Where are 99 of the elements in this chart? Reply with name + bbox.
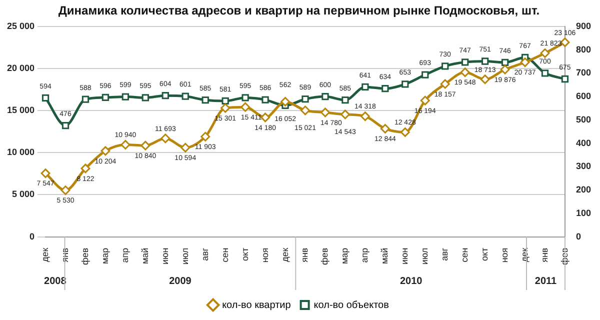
chart-title: Динамика количества адресов и квартир на первичном рынке Подмосковья, шт.	[58, 4, 540, 18]
legend-label: кол-во объектов	[314, 300, 389, 311]
point	[200, 132, 210, 142]
point	[402, 80, 409, 88]
y2-tick-label: 100	[576, 208, 592, 218]
point	[100, 146, 110, 156]
point	[360, 112, 370, 122]
point	[300, 106, 310, 116]
text: 2009	[169, 276, 192, 287]
y-tick-label: 5 000	[12, 189, 35, 200]
text: 2011	[534, 276, 558, 287]
point	[320, 108, 330, 118]
point	[480, 74, 490, 84]
x-tick-label: июл	[420, 248, 430, 265]
point	[462, 58, 469, 66]
x-tick-label: мар	[340, 248, 350, 264]
y2-tick-label: 800	[576, 44, 592, 54]
point	[182, 92, 189, 100]
point	[142, 94, 149, 102]
legend-label: кол-во квартир	[222, 300, 292, 311]
point	[442, 62, 449, 70]
point	[202, 96, 209, 104]
point	[42, 94, 50, 102]
y-tick-label: 10 000	[6, 147, 35, 158]
point	[222, 97, 229, 105]
point	[242, 94, 249, 102]
point	[560, 38, 570, 48]
point	[80, 164, 90, 174]
x-tick-label: май	[140, 248, 150, 264]
point	[102, 94, 110, 102]
y2-tick-label: 500	[576, 114, 592, 124]
x-tick-label: авг	[200, 247, 210, 261]
point	[260, 112, 270, 122]
y-tick-label: 25 000	[6, 20, 35, 31]
point	[440, 79, 450, 89]
point	[302, 96, 309, 103]
x-tick-label: июн	[400, 248, 410, 265]
text: 2008	[44, 276, 67, 287]
x-tick-label: сен	[460, 248, 470, 262]
point	[122, 93, 130, 100]
x-tick-label: ноя	[500, 248, 510, 263]
point	[362, 83, 369, 91]
text: 2010	[400, 276, 423, 287]
point	[340, 110, 350, 120]
point	[540, 48, 550, 58]
x-tick-label: фев	[320, 248, 330, 266]
point	[60, 186, 70, 196]
y2-tick-label: 0	[576, 231, 581, 242]
point	[180, 142, 190, 152]
point	[140, 140, 150, 150]
y-tick-label: 0	[30, 231, 35, 242]
point	[561, 75, 569, 83]
y2-tick-label: 200	[576, 184, 592, 195]
y-tick-label: 15 000	[6, 105, 35, 116]
point	[420, 96, 430, 106]
point	[400, 127, 410, 137]
point	[481, 58, 489, 65]
point	[120, 140, 130, 150]
x-tick-label: мар	[100, 248, 110, 264]
point	[541, 70, 549, 77]
point	[220, 103, 230, 113]
x-tick-label: янв	[539, 248, 550, 262]
y2-tick-label: 300	[576, 161, 592, 172]
x-tick-label: дек	[280, 248, 290, 262]
point	[460, 68, 470, 78]
x-tick-label: ноя	[260, 248, 270, 263]
point	[240, 102, 250, 112]
x-tick-label: июл	[180, 248, 190, 265]
point	[520, 58, 530, 68]
x-tick-label: апр	[120, 248, 130, 263]
point	[382, 85, 389, 92]
x-tick-label: апр	[360, 248, 370, 263]
point	[262, 96, 269, 104]
point	[501, 58, 509, 66]
x-tick-label: май	[380, 248, 390, 264]
y2-tick-label: 600	[576, 91, 592, 102]
point	[160, 134, 170, 144]
point	[500, 64, 510, 74]
x-tick-label: авг	[440, 247, 450, 261]
y2-tick-label: 900	[576, 20, 592, 31]
x-tick-label: окт	[480, 248, 490, 261]
point	[82, 96, 90, 103]
point	[162, 92, 169, 100]
point	[40, 168, 50, 178]
point	[342, 96, 349, 104]
x-tick-label: сен	[220, 248, 230, 262]
x-tick-label: янв	[300, 248, 310, 262]
y-tick-label: 20 000	[6, 62, 35, 73]
point	[322, 92, 329, 100]
x-tick-label: июн	[160, 248, 170, 265]
point	[62, 122, 70, 130]
y2-tick-label: 700	[576, 68, 592, 78]
point	[380, 124, 390, 134]
y2-tick-label: 400	[576, 138, 592, 148]
x-tick-label: фев	[80, 248, 90, 266]
point	[280, 96, 290, 106]
x-tick-label: окт	[240, 248, 250, 261]
point	[422, 71, 429, 78]
x-tick-label: дек	[40, 248, 50, 262]
